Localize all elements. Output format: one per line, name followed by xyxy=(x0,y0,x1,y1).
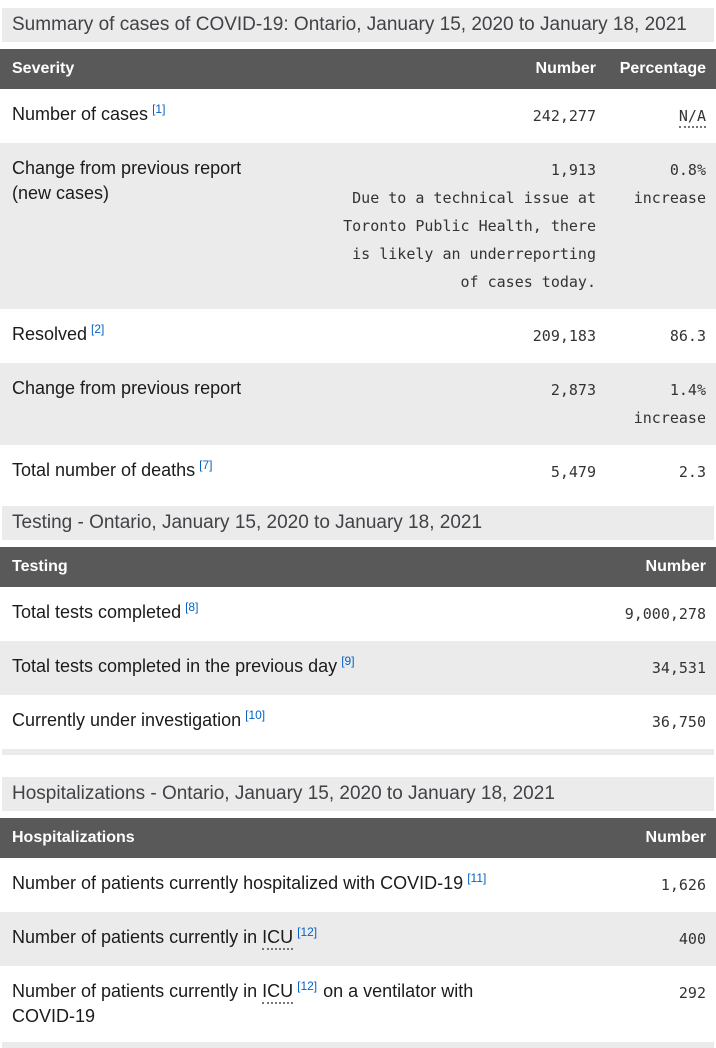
table-row: Total tests completed [8] 9,000,278 xyxy=(0,587,716,641)
underreporting-note: Due to a technical issue at Toronto Publ… xyxy=(343,189,596,291)
number-cell: 5,479 xyxy=(320,445,606,499)
summary-table-caption: Summary of cases of COVID-19: Ontario, J… xyxy=(2,8,714,42)
number-cell: 242,277 xyxy=(320,89,606,143)
icu-abbr: ICU xyxy=(262,981,294,1004)
testing-table-caption: Testing - Ontario, January 15, 2020 to J… xyxy=(2,506,714,540)
row-label: Number of cases xyxy=(12,104,149,124)
footnote-link[interactable]: [9] xyxy=(341,654,355,668)
table-row: Change from previous report 2,873 1.4% i… xyxy=(0,363,716,445)
number-cell: 9,000,278 xyxy=(550,587,716,641)
row-label: Number of patients currently in xyxy=(12,927,258,947)
footnote-link[interactable]: [8] xyxy=(185,600,199,614)
table-row: Resolved [2] 209,183 86.3 xyxy=(0,309,716,363)
footnote-ref: [8] xyxy=(185,600,198,614)
column-header-severity: Severity xyxy=(0,49,320,89)
table-row: Number of cases [1] 242,277 N/A xyxy=(0,89,716,143)
row-label-cell: Number of cases [1] xyxy=(0,89,320,143)
table-row: Number of patients currently in ICU [12] on… xyxy=(0,966,716,1042)
hospitalizations-table-caption: Hospitalizations - Ontario, January 15, … xyxy=(2,777,714,811)
percentage-cell: 0.8% increase xyxy=(606,143,716,309)
hospitalizations-table: Hospitalizations Number Number of patien… xyxy=(0,818,716,1042)
table-row: Number of patients currently hospitalize… xyxy=(0,858,716,912)
percentage-cell: 1.4% increase xyxy=(606,363,716,445)
footnote-ref: [11] xyxy=(467,871,486,885)
table-row: Currently under investigation [10] 36,750 xyxy=(0,695,716,749)
footnote-link[interactable]: [12] xyxy=(297,979,318,993)
footnote-link[interactable]: [7] xyxy=(199,458,213,472)
row-label-cell: Total number of deaths [7] xyxy=(0,445,320,499)
number-cell: 1,626 xyxy=(550,858,716,912)
footnote-ref: [10] xyxy=(245,708,265,722)
table-end-strip xyxy=(2,1042,714,1048)
column-header-number: Number xyxy=(550,818,716,858)
row-label: Number of patients currently hospitalize… xyxy=(12,873,464,893)
number-cell: 2,873 xyxy=(320,363,606,445)
footnote-ref: [2] xyxy=(91,322,104,336)
row-label: Resolved xyxy=(12,324,88,344)
footnote-ref: [12] xyxy=(297,925,317,939)
row-label-cell: Currently under investigation [10] xyxy=(0,695,550,749)
summary-header-row: Severity Number Percentage xyxy=(0,49,716,89)
number-cell: 1,913 Due to a technical issue at Toront… xyxy=(320,143,606,309)
row-label-cell: Change from previous report xyxy=(0,363,320,445)
row-label: Currently under investigation xyxy=(12,710,242,730)
footnote-link[interactable]: [2] xyxy=(91,322,105,336)
column-header-number: Number xyxy=(550,547,716,587)
column-header-number: Number xyxy=(320,49,606,89)
row-label-cell: Number of patients currently in ICU [12] on… xyxy=(0,966,550,1042)
column-header-percentage: Percentage xyxy=(606,49,716,89)
footnote-ref: [9] xyxy=(341,654,354,668)
row-label: Total tests completed in the previous da… xyxy=(12,656,338,676)
table-end-strip xyxy=(2,749,714,755)
footnote-link[interactable]: [1] xyxy=(152,102,166,116)
number-cell: 36,750 xyxy=(550,695,716,749)
number-cell: 209,183 xyxy=(320,309,606,363)
percentage-cell: 2.3 xyxy=(606,445,716,499)
footnote-ref: [1] xyxy=(152,102,165,116)
footnote-ref: [12] xyxy=(297,979,317,993)
row-label: Total number of deaths xyxy=(12,460,196,480)
row-label-cell: Resolved [2] xyxy=(0,309,320,363)
row-label: Total tests completed xyxy=(12,602,182,622)
na-abbr: N/A xyxy=(678,107,706,128)
number-value: 1,913 xyxy=(550,161,596,179)
row-label-cell: Total tests completed in the previous da… xyxy=(0,641,550,695)
row-label-cell: Number of patients currently in ICU [12] xyxy=(0,912,550,966)
number-cell: 34,531 xyxy=(550,641,716,695)
table-row: Number of patients currently in ICU [12] 4… xyxy=(0,912,716,966)
footnote-ref: [7] xyxy=(199,458,212,472)
table-row: Total number of deaths [7] 5,479 2.3 xyxy=(0,445,716,499)
number-cell: 400 xyxy=(550,912,716,966)
row-label: Change from previous report xyxy=(12,378,242,398)
row-label-cell: Change from previous report (new cases) xyxy=(0,143,320,309)
percentage-cell: 86.3 xyxy=(606,309,716,363)
row-label: Number of patients currently in xyxy=(12,981,258,1001)
footnote-link[interactable]: [10] xyxy=(245,708,266,722)
column-header-testing: Testing xyxy=(0,547,550,587)
summary-table: Severity Number Percentage Number of cas… xyxy=(0,49,716,499)
column-header-hospitalizations: Hospitalizations xyxy=(0,818,550,858)
testing-table: Testing Number Total tests completed [8] … xyxy=(0,547,716,749)
footnote-link[interactable]: [11] xyxy=(467,871,487,885)
testing-header-row: Testing Number xyxy=(0,547,716,587)
number-cell: 292 xyxy=(550,966,716,1042)
row-label-cell: Total tests completed [8] xyxy=(0,587,550,641)
table-row: Change from previous report (new cases) … xyxy=(0,143,716,309)
hospitalizations-header-row: Hospitalizations Number xyxy=(0,818,716,858)
table-row: Total tests completed in the previous da… xyxy=(0,641,716,695)
row-label-cell: Number of patients currently hospitalize… xyxy=(0,858,550,912)
row-label: Change from previous report (new cases) xyxy=(12,158,242,203)
icu-abbr: ICU xyxy=(262,927,294,950)
percentage-cell: N/A xyxy=(606,89,716,143)
footnote-link[interactable]: [12] xyxy=(297,925,318,939)
